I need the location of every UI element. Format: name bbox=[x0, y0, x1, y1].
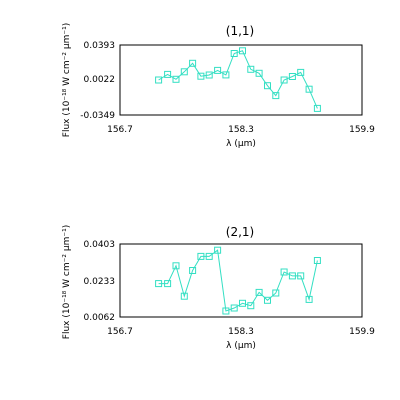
panel-1-data-point-2 bbox=[164, 70, 172, 78]
panel-1-data-point-20 bbox=[313, 104, 321, 112]
panel-2-y-axis-label: Flux (10⁻¹⁸ W cm⁻² μm⁻¹) bbox=[62, 225, 72, 339]
panel-2-data-point-5 bbox=[189, 267, 197, 274]
panel-1-data-point-12 bbox=[247, 65, 255, 73]
panel-2-data-point-8 bbox=[214, 246, 222, 254]
panel-2-data-point-19 bbox=[305, 295, 313, 303]
panel-2-data-point-12 bbox=[247, 302, 255, 310]
panel-1-data-point-6 bbox=[197, 72, 205, 80]
panel-2-x-axis-label: λ (μm) bbox=[226, 341, 256, 351]
panel-1-data-point-19 bbox=[305, 85, 313, 93]
panel-2-series-line bbox=[158, 249, 318, 312]
panel-2-data-point-3 bbox=[172, 262, 180, 270]
panel-1-y-tick-top: 0.0393 bbox=[84, 41, 116, 51]
panel-1-data-point-17 bbox=[288, 73, 296, 80]
panel-1-data-point-18 bbox=[297, 68, 305, 76]
panel-1-data-point-3 bbox=[172, 75, 180, 83]
panel-1-data-point-15 bbox=[272, 92, 280, 100]
panel-1-data-point-4 bbox=[180, 68, 188, 76]
panel-2-data-point-11 bbox=[239, 299, 246, 307]
panel-2-data-point-4 bbox=[180, 292, 188, 300]
panel-2-data-point-18 bbox=[297, 272, 305, 280]
panel-2-x-tick-left: 156.7 bbox=[107, 327, 133, 337]
panel-1-data-point-9 bbox=[222, 71, 230, 79]
panel-2-data-point-15 bbox=[272, 289, 280, 297]
panel-1-x-tick-right: 159.9 bbox=[349, 125, 375, 135]
panel-1-title: (1,1) bbox=[226, 24, 254, 38]
panel-2-data-point-17 bbox=[288, 272, 296, 280]
panel-1-series bbox=[155, 47, 321, 112]
panel-1: (1,1) 0.0393 0.0022 -0.0349 156.7 158.3 … bbox=[62, 23, 375, 149]
panel-2-title: (2,1) bbox=[226, 225, 254, 239]
panel-1-y-tick-bottom: -0.0349 bbox=[80, 111, 115, 121]
panel-1-data-point-14 bbox=[264, 82, 271, 90]
panel-2-plot-frame bbox=[119, 243, 363, 318]
panel-1-data-point-13 bbox=[255, 69, 263, 77]
panel-2-y-tick-top: 0.0403 bbox=[84, 240, 116, 250]
panel-1-x-axis-label: λ (μm) bbox=[226, 139, 256, 149]
panel-1-data-point-10 bbox=[230, 50, 238, 57]
panel-2-data-point-2 bbox=[164, 280, 172, 288]
panel-2-series bbox=[155, 246, 321, 315]
panel-2: (2,1) 0.0403 0.0233 0.0062 156.7 158.3 1… bbox=[62, 225, 375, 351]
panel-1-data-point-5 bbox=[189, 59, 197, 67]
panel-1-plot-frame bbox=[119, 44, 363, 116]
panel-2-data-point-14 bbox=[264, 296, 271, 304]
panel-1-data-point-8 bbox=[214, 66, 222, 74]
panel-2-data-point-10 bbox=[230, 304, 238, 312]
panel-2-y-tick-mid: 0.0233 bbox=[84, 277, 116, 287]
panel-2-data-point-7 bbox=[205, 252, 213, 260]
panel-1-data-point-1 bbox=[155, 76, 163, 84]
panel-2-data-point-20 bbox=[313, 257, 321, 264]
panel-2-y-tick-bottom: 0.0062 bbox=[84, 313, 116, 323]
panel-1-series-line bbox=[158, 50, 318, 109]
panel-1-data-point-7 bbox=[205, 71, 213, 79]
panel-2-data-point-1 bbox=[155, 280, 163, 288]
panel-2-data-point-9 bbox=[222, 307, 230, 315]
panel-2-data-point-13 bbox=[255, 288, 263, 296]
panel-1-x-tick-mid: 158.3 bbox=[228, 125, 254, 135]
panel-1-data-point-16 bbox=[280, 76, 288, 84]
panel-2-data-point-6 bbox=[197, 252, 205, 260]
panel-1-y-axis-label: Flux (10⁻¹⁸ W cm⁻² μm⁻¹) bbox=[62, 23, 72, 137]
panel-1-y-tick-mid: 0.0022 bbox=[84, 75, 116, 85]
panel-2-x-tick-right: 159.9 bbox=[349, 327, 375, 337]
panel-1-x-tick-left: 156.7 bbox=[107, 125, 133, 135]
panel-2-data-point-16 bbox=[280, 268, 288, 276]
panel-1-data-point-11 bbox=[239, 47, 246, 55]
panel-2-x-tick-mid: 158.3 bbox=[228, 327, 254, 337]
